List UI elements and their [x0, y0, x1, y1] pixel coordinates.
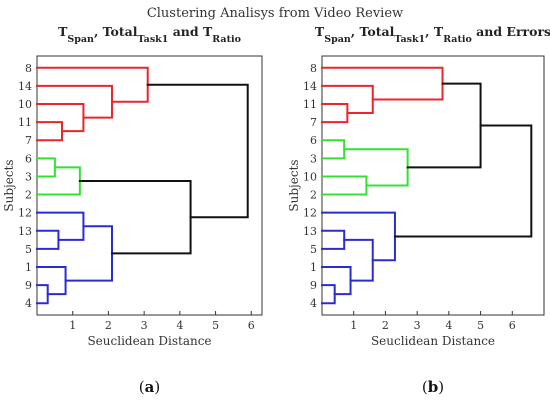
panel-a-leaf-label: 7 — [25, 134, 32, 147]
panel-a-leaf-label: 12 — [18, 207, 32, 220]
panel-a-branch — [36, 102, 85, 133]
panel-a-leaf-label: 8 — [25, 62, 32, 75]
panel-b-x-tick-label: 3 — [414, 319, 421, 332]
panel-a-leaf-label: 10 — [18, 98, 32, 111]
panel-a-leaf-label: 13 — [18, 225, 32, 238]
panel-b-title: TSpan, TotalTask1, TRatio and Errors — [315, 24, 550, 45]
panel-a-branch — [36, 121, 63, 142]
panel-a-x-axis-label: Seuclidean Distance — [87, 334, 211, 348]
panel-b-x-tick-label: 1 — [350, 319, 357, 332]
panel-a-y-axis-label: Subjects — [2, 159, 16, 211]
panel-b-leaf-label: 2 — [310, 189, 317, 202]
panel-b-x-axis-label: Seuclidean Distance — [371, 334, 495, 348]
panel-b-branch — [321, 102, 349, 124]
panel-b-leaf-label: 6 — [310, 134, 317, 147]
panel-a-leaf-label: 3 — [25, 170, 32, 183]
panel-b-leaf-label: 8 — [310, 62, 317, 75]
panel-a-x-tick-label: 5 — [212, 319, 219, 332]
panel-b-branch — [343, 148, 409, 187]
panel-b-leaf-label: 14 — [303, 80, 317, 93]
panel-b-leaf-label: 9 — [310, 279, 317, 292]
panel-a-leaf-label: 2 — [25, 189, 32, 202]
figure-title: Clustering Analisys from Video Review — [147, 6, 403, 21]
panel-a-branch — [36, 266, 67, 296]
panel-b-branch — [321, 266, 352, 296]
panel-a-x-tick-label: 1 — [69, 319, 76, 332]
panel-b-branch — [321, 211, 396, 262]
panel-b-leaf-label: 3 — [310, 152, 317, 165]
dendrogram-panel-a: TSpan, TotalTask1 and TRatio814101176321… — [2, 24, 263, 396]
panel-a-branch — [36, 166, 81, 196]
panel-b-leaf-label: 1 — [310, 261, 317, 274]
panel-b-x-tick-label: 5 — [477, 319, 484, 332]
panel-a-branch — [78, 179, 192, 255]
panel-b-x-tick-label: 6 — [509, 319, 516, 332]
panel-a-leaf-label: 1 — [25, 261, 32, 274]
panel-a-branch — [36, 66, 149, 103]
panel-a-x-tick-label: 4 — [176, 319, 183, 332]
panel-b-leaf-label: 12 — [303, 207, 317, 220]
panel-b-branch — [343, 238, 374, 282]
panel-a-title: TSpan, TotalTask1 and TRatio — [58, 24, 241, 45]
panel-b-leaf-label: 4 — [310, 297, 317, 310]
panel-b-y-axis-label: Subjects — [287, 159, 301, 211]
panel-a-x-tick-label: 3 — [141, 319, 148, 332]
panel-a-leaf-label: 5 — [25, 243, 32, 256]
panel-a-branch — [146, 83, 249, 219]
panel-a-leaf-label: 6 — [25, 152, 32, 165]
panel-b-leaf-label: 10 — [303, 170, 317, 183]
panel-b-branch — [406, 82, 482, 169]
panel-b-leaf-label: 7 — [310, 116, 317, 129]
panel-b-branch — [321, 175, 368, 196]
panel-a-branch — [36, 211, 85, 241]
panel-b-leaf-label: 5 — [310, 243, 317, 256]
panel-a-branch — [36, 157, 56, 178]
dendrogram-panel-b: TSpan, TotalTask1, TRatio and Errors8141… — [287, 24, 550, 396]
panel-b-branch — [321, 66, 444, 101]
panel-b-branch — [321, 229, 346, 250]
panel-a-branch — [64, 225, 113, 282]
panel-a-letter: (a) — [139, 378, 160, 396]
panel-b-x-tick-label: 2 — [382, 319, 389, 332]
panel-b-leaf-label: 11 — [303, 98, 317, 111]
panel-a-leaf-label: 4 — [25, 297, 32, 310]
panel-a-leaf-label: 14 — [18, 80, 32, 93]
panel-b-leaf-label: 13 — [303, 225, 317, 238]
panel-a-x-tick-label: 6 — [248, 319, 255, 332]
panel-a-branch — [36, 84, 113, 119]
panel-b-x-tick-label: 4 — [445, 319, 452, 332]
panel-b-axes-frame — [321, 55, 545, 316]
panel-b-branch — [321, 284, 336, 305]
panel-a-leaf-label: 11 — [18, 116, 32, 129]
panel-a-axes-frame — [36, 55, 263, 316]
panel-a-branch — [36, 229, 60, 250]
panel-b-letter: (b) — [422, 378, 444, 396]
panel-a-branch — [36, 284, 49, 305]
panel-a-x-tick-label: 2 — [105, 319, 112, 332]
panel-b-branch — [393, 124, 533, 238]
panel-b-branch — [321, 139, 346, 160]
panel-a-leaf-label: 9 — [25, 279, 32, 292]
